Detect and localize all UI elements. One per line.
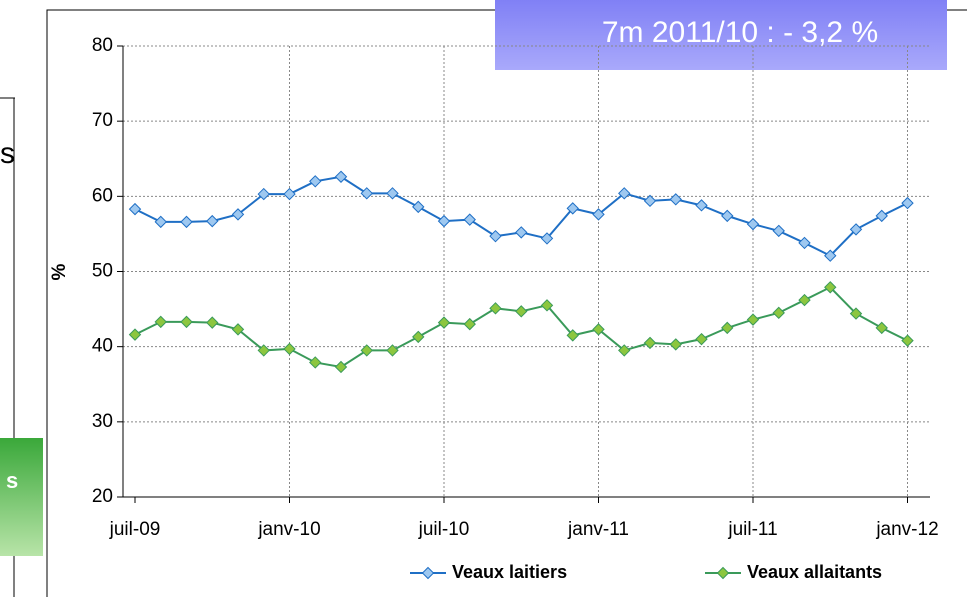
data-point bbox=[386, 187, 399, 200]
x-tick-label: janv-12 bbox=[875, 519, 938, 540]
data-point bbox=[154, 315, 167, 329]
data-point bbox=[849, 307, 863, 320]
data-point bbox=[489, 229, 502, 243]
annotation-box bbox=[495, 0, 947, 70]
data-point bbox=[437, 214, 451, 228]
data-point bbox=[360, 187, 373, 200]
data-point bbox=[412, 200, 425, 214]
data-point bbox=[721, 209, 734, 223]
legend-marker bbox=[716, 566, 730, 580]
data-point bbox=[437, 316, 451, 329]
data-point bbox=[875, 321, 888, 335]
data-point bbox=[283, 342, 296, 356]
y-tick-label: 70 bbox=[92, 110, 113, 131]
data-point bbox=[334, 170, 348, 183]
data-point bbox=[489, 302, 502, 315]
data-point bbox=[180, 215, 193, 229]
side-box bbox=[0, 438, 43, 556]
data-point bbox=[128, 328, 142, 341]
data-point bbox=[669, 338, 682, 351]
y-tick-label: 50 bbox=[92, 261, 113, 282]
data-point bbox=[592, 323, 605, 336]
data-point bbox=[566, 202, 579, 215]
y-tick-label: 60 bbox=[92, 185, 113, 206]
data-point bbox=[643, 336, 657, 350]
data-point bbox=[540, 232, 554, 245]
data-point bbox=[901, 196, 914, 210]
data-point bbox=[566, 329, 579, 342]
data-point bbox=[386, 344, 399, 357]
data-point bbox=[643, 194, 657, 208]
data-point bbox=[592, 208, 605, 221]
data-point bbox=[257, 187, 270, 201]
data-point bbox=[798, 293, 811, 307]
data-point bbox=[206, 316, 219, 329]
data-point bbox=[154, 215, 167, 229]
x-tick-label: juil-09 bbox=[109, 519, 161, 540]
data-point bbox=[618, 187, 631, 200]
annotation: 7m 2011/10 : - 3,2 % bbox=[602, 16, 878, 49]
data-point bbox=[128, 202, 142, 216]
data-point bbox=[824, 281, 837, 294]
chart-frame bbox=[46, 9, 967, 597]
x-tick-label: juil-10 bbox=[418, 519, 470, 540]
x-tick-label: janv-11 bbox=[567, 519, 629, 540]
data-point bbox=[231, 323, 245, 336]
data-point bbox=[515, 226, 528, 239]
data-point bbox=[231, 208, 245, 221]
y-tick-label: 30 bbox=[92, 411, 113, 432]
data-point bbox=[360, 344, 373, 357]
data-point bbox=[721, 321, 734, 335]
y-tick-label: 40 bbox=[92, 336, 113, 357]
legend-label: Veaux allaitants bbox=[747, 562, 882, 582]
data-point bbox=[618, 344, 631, 357]
data-point bbox=[669, 193, 682, 206]
data-point bbox=[180, 315, 193, 329]
data-point bbox=[463, 213, 476, 226]
legend-marker bbox=[421, 566, 435, 580]
data-point bbox=[515, 305, 528, 318]
data-point bbox=[798, 236, 811, 250]
y-tick-label: 80 bbox=[92, 35, 113, 56]
data-point bbox=[875, 209, 888, 223]
fragment-text: s bbox=[6, 468, 18, 493]
data-point bbox=[849, 223, 863, 236]
legend-label: Veaux laitiers bbox=[452, 562, 567, 582]
data-point bbox=[746, 217, 760, 231]
data-point bbox=[309, 356, 322, 369]
y-tick-label: 20 bbox=[92, 486, 113, 507]
x-tick-label: juil-11 bbox=[727, 519, 777, 540]
data-point bbox=[824, 249, 837, 262]
fragment-text: s bbox=[0, 137, 15, 170]
data-point bbox=[309, 175, 322, 188]
data-point bbox=[412, 330, 425, 344]
data-point bbox=[695, 332, 708, 346]
data-point bbox=[283, 187, 296, 201]
data-point bbox=[463, 317, 476, 331]
data-point bbox=[772, 306, 785, 320]
data-point bbox=[695, 199, 708, 212]
x-tick-label: janv-10 bbox=[257, 519, 320, 540]
data-point bbox=[772, 224, 785, 238]
y-axis-label: % bbox=[49, 263, 70, 280]
data-point bbox=[540, 299, 554, 312]
data-point bbox=[746, 313, 760, 326]
data-point bbox=[257, 344, 270, 357]
data-point bbox=[901, 334, 914, 347]
data-point bbox=[334, 360, 348, 374]
data-point bbox=[206, 214, 219, 228]
